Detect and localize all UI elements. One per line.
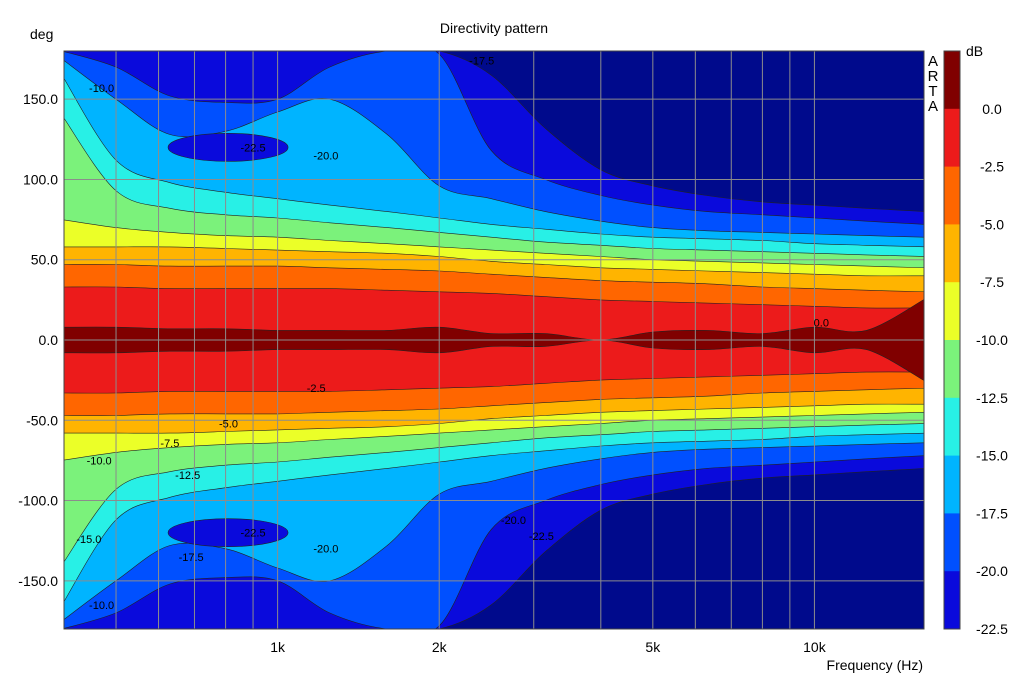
contour-label: -15.0 [76,534,101,546]
y-tick-label: -150.0 [18,573,58,589]
plot-frame [63,50,925,630]
contour-label: -7.5 [160,438,179,450]
x-tick-label: 1k [270,639,286,655]
colorbar-swatch [944,108,960,168]
colorbar-swatch [944,166,960,225]
y-tick-label: 50.0 [31,252,58,268]
colorbar-unit: dB [966,43,983,59]
colorbar-label: -10.0 [976,332,1008,348]
grid [64,51,924,629]
y-tick-labels: -150.0 -100.0 -50.0 0.0 50.0 100.0 150.0 [18,91,58,589]
x-axis-label: Frequency (Hz) [827,657,923,673]
contour-label: -22.5 [241,142,266,154]
colorbar-swatch [944,455,960,514]
contour-label: -5.0 [219,418,238,430]
contour-label: -20.0 [501,515,526,527]
x-tick-labels: 1k 2k 5k 10k [270,639,826,655]
y-tick-label: 100.0 [23,171,58,187]
side-lobe-1 [167,518,289,547]
colorbar-swatch [944,571,960,630]
y-tick-label: -100.0 [18,493,58,509]
colorbar-frame [943,50,961,630]
colorbar-label: 0.0 [982,101,1002,117]
contour-labels: -10.0-17.5-15.0-20.0-22.5 -22.5-20.0-12.5… [76,56,829,612]
contour-label: -20.0 [313,544,338,556]
colorbar-label: -12.5 [976,390,1008,406]
side-lobe-2 [167,133,289,162]
plot-area: -10.0-17.5-15.0-20.0-22.5 -22.5-20.0-12.5… [63,50,925,630]
x-tick-label: 2k [432,639,448,655]
contour-label: -17.5 [179,552,204,564]
chart-title: Directivity pattern [440,20,548,36]
colorbar-swatch [944,513,960,572]
y-tick-label: 0.0 [39,332,59,348]
x-tick-label: 5k [645,639,661,655]
colorbar: dB 0.0 -2.5 -5.0 -7.5 -10.0 -12.5 -15.0 -17.5 -2… [943,43,1008,637]
colorbar-swatch [944,397,960,457]
contour-label: -2.5 [307,383,326,395]
watermark-letter: A [928,98,938,115]
colorbar-swatch [944,224,960,283]
colorbar-swatch [944,51,960,110]
watermark-letter: T [928,83,937,100]
y-tick-label: -50.0 [26,412,58,428]
colorbar-label: -15.0 [976,448,1008,464]
colorbar-swatch [944,282,960,341]
contour-label: -22.5 [241,528,266,540]
contour-label: -10.0 [87,455,112,467]
contour-label: -22.5 [529,531,554,543]
contour-label: -12.5 [175,470,200,482]
colorbar-label: -17.5 [976,505,1008,521]
y-axis-label: deg [30,26,53,42]
watermark-letter: A [928,53,938,70]
contour-label: -17.5 [469,56,494,68]
colorbar-label: -5.0 [980,216,1004,232]
colorbar-label: -7.5 [980,274,1004,290]
contour-label: 0.0 [814,317,829,329]
contour-label: -10.0 [89,600,114,612]
colorbar-swatch [944,340,960,399]
contour-label: -10.0 [89,83,114,95]
colorbar-label: -20.0 [976,563,1008,579]
colorbar-label: -2.5 [980,159,1004,175]
contour-label: -20.0 [313,150,338,162]
watermark-letter: R [928,68,939,85]
x-tick-label: 10k [803,639,827,655]
y-tick-label: 150.0 [23,91,58,107]
colorbar-label: -22.5 [976,621,1008,637]
